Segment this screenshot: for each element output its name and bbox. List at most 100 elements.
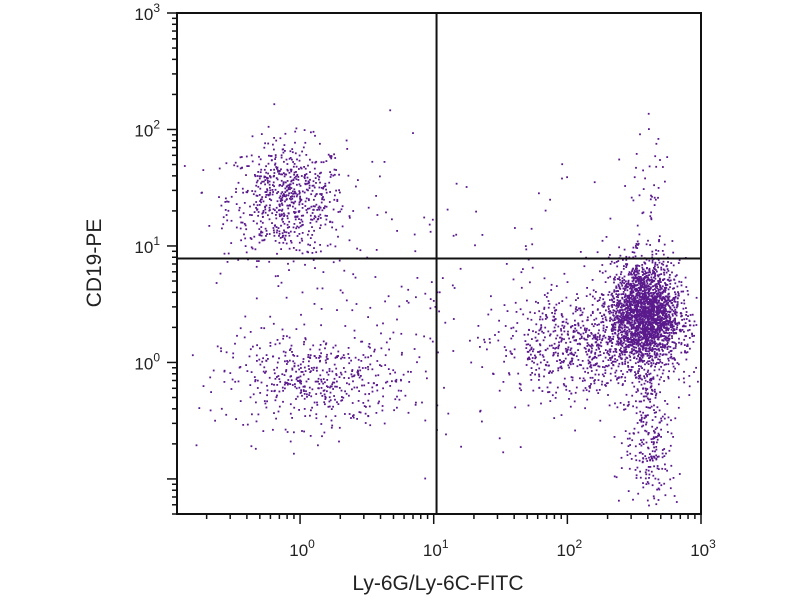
data-point (648, 279, 651, 282)
data-point (322, 186, 325, 188)
data-point (683, 370, 685, 373)
data-point (651, 316, 654, 318)
data-point (653, 431, 656, 434)
data-point (653, 437, 656, 440)
data-point (673, 328, 676, 331)
data-point (665, 322, 668, 325)
data-point (594, 323, 596, 325)
data-point (657, 266, 659, 269)
data-point (622, 291, 625, 293)
data-point (318, 186, 321, 189)
data-point (348, 239, 351, 242)
data-point (232, 356, 234, 359)
data-point (344, 413, 346, 415)
data-point (244, 224, 247, 227)
data-point (677, 292, 680, 295)
data-point (298, 192, 301, 195)
data-point (563, 272, 566, 275)
data-point (658, 482, 661, 484)
data-point (510, 337, 513, 340)
data-point (659, 346, 662, 348)
data-point (594, 379, 596, 381)
data-point (304, 263, 306, 266)
data-point (219, 272, 222, 275)
data-point (621, 336, 623, 339)
data-point (664, 494, 667, 497)
data-point (592, 357, 594, 360)
data-point (606, 351, 609, 354)
data-point (460, 445, 462, 448)
data-point (539, 343, 541, 346)
data-point (669, 444, 672, 447)
data-point (453, 287, 456, 289)
data-point (343, 356, 346, 359)
data-point (276, 384, 279, 386)
data-point (616, 340, 619, 343)
data-point (264, 191, 267, 193)
data-point (646, 300, 649, 303)
data-point (654, 297, 657, 300)
data-point (299, 221, 301, 224)
data-point (628, 354, 631, 357)
data-point (329, 220, 332, 223)
data-point (641, 331, 644, 334)
data-point (633, 272, 635, 275)
data-point (530, 379, 533, 381)
data-point (660, 310, 663, 313)
data-point (343, 269, 346, 272)
data-point (648, 294, 651, 297)
data-point (662, 309, 665, 311)
data-point (681, 325, 684, 328)
data-point (299, 225, 302, 228)
data-point (689, 324, 691, 327)
data-point (644, 302, 647, 305)
data-point (557, 345, 560, 348)
data-point (611, 332, 614, 335)
data-point (623, 265, 625, 267)
data-point (254, 380, 257, 383)
data-point (655, 354, 657, 357)
data-point (657, 348, 660, 351)
data-point (631, 280, 634, 283)
data-point (603, 301, 606, 304)
data-point (640, 315, 643, 318)
data-point (360, 375, 362, 377)
data-point (649, 343, 651, 345)
data-point (615, 293, 618, 295)
data-point (623, 346, 626, 349)
data-point (644, 471, 647, 474)
data-point (539, 353, 542, 356)
data-point (534, 357, 537, 360)
data-point (648, 300, 651, 303)
data-point (636, 269, 638, 272)
data-point (243, 223, 246, 225)
data-point (629, 290, 632, 293)
data-point (676, 362, 679, 364)
data-point (303, 323, 306, 326)
data-point (673, 495, 676, 497)
data-point (621, 331, 624, 334)
data-point (584, 387, 587, 389)
data-point (668, 305, 671, 307)
data-point (618, 321, 620, 324)
data-point (317, 380, 319, 383)
data-point (283, 237, 286, 240)
data-point (244, 315, 247, 318)
data-point (291, 351, 293, 353)
data-point (265, 194, 268, 196)
data-point (335, 373, 338, 375)
data-point (625, 348, 628, 351)
data-point (337, 355, 339, 357)
data-point (553, 306, 556, 309)
data-point (644, 379, 647, 382)
data-point (294, 385, 296, 388)
data-point (662, 369, 665, 372)
data-point (257, 185, 260, 188)
data-point (678, 294, 680, 297)
data-point (646, 371, 649, 373)
data-point (664, 313, 667, 316)
data-point (650, 438, 653, 441)
data-point (668, 449, 671, 452)
data-point (685, 351, 688, 354)
data-point (265, 370, 267, 373)
